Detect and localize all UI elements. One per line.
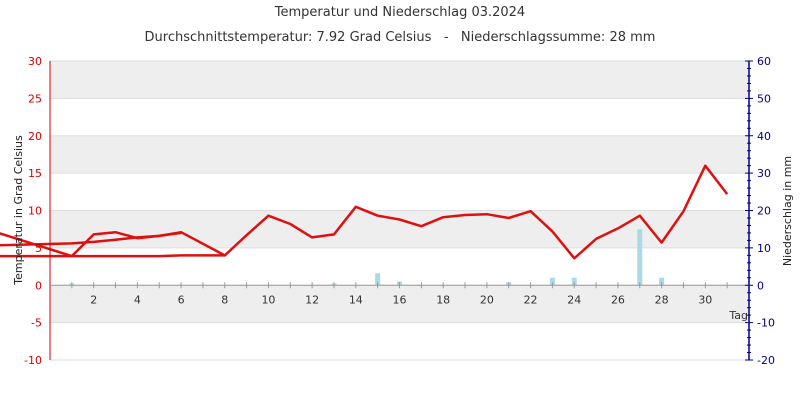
y-right-tick-label: 50: [757, 92, 771, 105]
x-tick-label: 10: [261, 293, 275, 306]
precipitation-bar: [637, 229, 643, 286]
grid-band: [50, 322, 749, 360]
x-tick-label: 22: [524, 293, 538, 306]
axes: [49, 60, 753, 361]
y-right-tick-label: -10: [757, 317, 775, 330]
x-tick-label: 8: [221, 293, 228, 306]
y-left-tick-label: 5: [35, 242, 42, 255]
y-left-tick-label: 0: [35, 279, 42, 292]
x-tick-label: 2: [90, 293, 97, 306]
temperature-lines: [0, 164, 729, 260]
grid-band: [50, 210, 749, 248]
y-left-tick-label: -10: [24, 354, 42, 367]
x-tick-label: 4: [134, 293, 141, 306]
y-right-tick-label: 40: [757, 130, 771, 143]
precipitation-bar: [659, 277, 665, 286]
y-left-tick-label: 10: [28, 205, 42, 218]
precipitation-bar: [571, 277, 577, 286]
x-tick-label: 26: [611, 293, 625, 306]
y-left-tick-label: 25: [28, 92, 42, 105]
x-tick-label: 30: [698, 293, 712, 306]
x-tick-label: 18: [436, 293, 450, 306]
y-left-tick-label: 15: [28, 167, 42, 180]
chart-title: Temperatur und Niederschlag 03.2024: [274, 5, 525, 20]
x-tick-label: 20: [480, 293, 494, 306]
y-left-tick-label: 30: [28, 55, 42, 68]
x-axis-title: Tag: [728, 309, 748, 322]
grid-band: [50, 98, 749, 136]
background-bands: [50, 60, 749, 361]
y-right-tick-label: 20: [757, 205, 771, 218]
x-tick-label: 12: [305, 293, 319, 306]
chart-subtitle: Durchschnittstemperatur: 7.92 Grad Celsi…: [145, 30, 656, 45]
y-axis-left-title: Temperatur in Grad Celsius: [12, 135, 25, 286]
temperature-line: [0, 254, 225, 258]
grid-band: [50, 247, 749, 286]
x-tick-label: 6: [178, 293, 185, 306]
grid-band: [50, 61, 749, 99]
x-tick-label: 28: [655, 293, 669, 306]
temperature-line-group: [0, 164, 729, 260]
x-tick-label: 16: [393, 293, 407, 306]
x-tick-label: 14: [349, 293, 363, 306]
y-right-tick-label: 0: [757, 279, 764, 292]
temperature-line: [0, 231, 182, 247]
y-right-tick-label: 30: [757, 167, 771, 180]
precipitation-bar: [375, 273, 381, 286]
precipitation-bar: [549, 277, 555, 286]
y-left-tick-label: -5: [31, 317, 42, 330]
grid-band: [50, 173, 749, 211]
grid-band: [50, 135, 749, 174]
y-axis-right-title: Niederschlag in mm: [781, 156, 794, 266]
y-right-tick-label: -20: [757, 354, 775, 367]
y-right-tick-label: 10: [757, 242, 771, 255]
y-left-tick-label: 20: [28, 130, 42, 143]
x-tick-label: 24: [567, 293, 581, 306]
y-right-tick-label: 60: [757, 55, 771, 68]
grid-band: [50, 285, 749, 323]
